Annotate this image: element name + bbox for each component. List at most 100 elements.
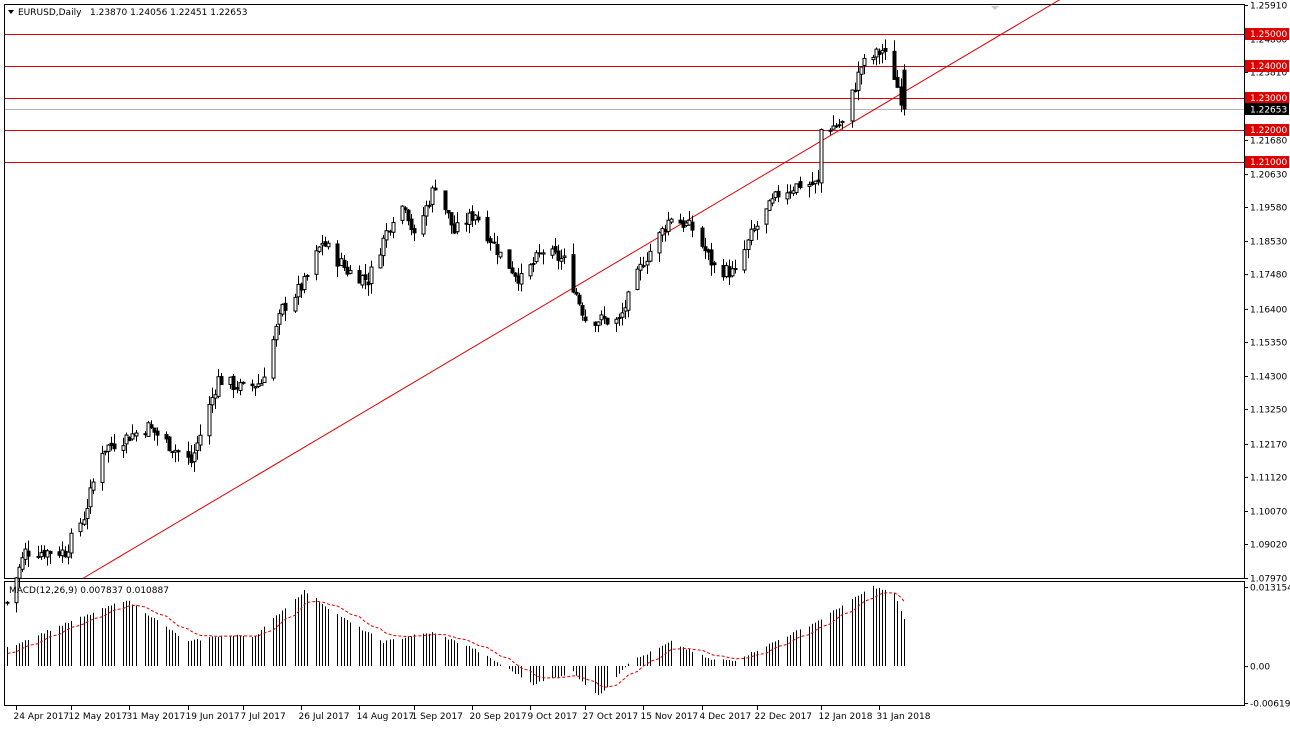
price-tick-label: 1.15350 bbox=[1250, 339, 1287, 349]
candle bbox=[283, 296, 288, 322]
candle bbox=[834, 123, 839, 129]
candle bbox=[776, 185, 781, 203]
candle bbox=[638, 256, 643, 281]
price-tick-label: 1.18530 bbox=[1250, 238, 1287, 248]
candle bbox=[541, 249, 546, 265]
candle bbox=[902, 64, 907, 116]
macd-panel[interactable] bbox=[4, 581, 1245, 706]
candle bbox=[91, 478, 96, 495]
candle bbox=[807, 181, 812, 198]
candle bbox=[207, 396, 212, 445]
macd-histogram bbox=[7, 585, 905, 696]
macd-axis: 0.013154 0.00 -0.00619 bbox=[1244, 584, 1290, 710]
candle bbox=[785, 184, 790, 205]
candle bbox=[195, 435, 200, 460]
candle bbox=[596, 321, 601, 333]
level-badge-label: 1.22000 bbox=[1250, 126, 1287, 136]
candle bbox=[430, 185, 435, 213]
time-tick-label: 27 Oct 2017 bbox=[583, 712, 639, 722]
candle bbox=[14, 576, 19, 613]
candle bbox=[335, 240, 340, 278]
candle bbox=[620, 302, 625, 326]
signal-line bbox=[7, 592, 905, 688]
price-tick-label: 1.23810 bbox=[1250, 69, 1287, 79]
candle bbox=[553, 238, 558, 255]
candle bbox=[495, 236, 500, 265]
candle bbox=[360, 274, 365, 289]
candle bbox=[485, 210, 490, 244]
candle bbox=[26, 540, 31, 567]
price-tick-label: 1.07970 bbox=[1250, 575, 1287, 585]
candle bbox=[342, 254, 347, 271]
candle bbox=[534, 250, 539, 264]
candle bbox=[277, 309, 282, 335]
price-tick-label: 1.25910 bbox=[1250, 2, 1287, 12]
candle bbox=[577, 292, 582, 306]
candle bbox=[571, 243, 576, 294]
candle bbox=[892, 40, 897, 80]
candle bbox=[666, 211, 671, 236]
candle bbox=[424, 200, 429, 226]
scroll-marker-icon[interactable] bbox=[991, 6, 999, 10]
price-tick-label: 1.16400 bbox=[1250, 306, 1287, 316]
level-badge bbox=[1245, 92, 1289, 104]
candle bbox=[883, 39, 888, 60]
candle bbox=[406, 209, 411, 226]
candle bbox=[305, 274, 310, 281]
candle bbox=[559, 249, 564, 270]
candle bbox=[455, 212, 460, 235]
candle bbox=[755, 220, 760, 240]
candle bbox=[574, 288, 579, 296]
candle bbox=[507, 249, 512, 269]
current-price-label: 1.22653 bbox=[1250, 106, 1287, 116]
level-badge bbox=[1245, 156, 1289, 168]
candle bbox=[253, 386, 258, 397]
candle bbox=[767, 199, 772, 211]
price-tick-label: 1.12170 bbox=[1250, 441, 1287, 451]
time-tick-label: 24 Apr 2017 bbox=[14, 712, 70, 722]
candle bbox=[895, 70, 900, 89]
price-tick-label: 1.21680 bbox=[1250, 137, 1287, 147]
candle bbox=[17, 564, 22, 588]
candle bbox=[513, 272, 518, 282]
level-badge-label: 1.23000 bbox=[1250, 94, 1287, 104]
candle bbox=[813, 180, 818, 194]
candle bbox=[840, 120, 845, 130]
time-axis: 24 Apr 2017 12 May 2017 31 May 2017 19 Jun … bbox=[14, 706, 931, 722]
macd-tick-label: 0.00 bbox=[1250, 663, 1270, 673]
candle bbox=[293, 293, 298, 313]
candle bbox=[381, 234, 386, 267]
candle bbox=[48, 550, 53, 564]
candle bbox=[580, 302, 585, 321]
candle bbox=[742, 240, 747, 274]
candle bbox=[794, 183, 799, 195]
macd-tick-label: 0.013154 bbox=[1250, 584, 1290, 594]
price-tick-label: 1.17480 bbox=[1250, 271, 1287, 281]
time-tick-label: 1 Sep 2017 bbox=[412, 712, 463, 722]
candle bbox=[583, 309, 588, 323]
candle bbox=[519, 263, 524, 292]
candle bbox=[363, 263, 368, 290]
candle bbox=[492, 232, 497, 245]
candle bbox=[764, 208, 769, 234]
price-panel[interactable] bbox=[4, 4, 1245, 579]
candle bbox=[537, 243, 542, 258]
candle bbox=[5, 601, 10, 606]
candle bbox=[562, 248, 567, 265]
price-tick-label: 1.13250 bbox=[1250, 406, 1287, 416]
dropdown-triangle-icon[interactable] bbox=[8, 10, 14, 14]
candle bbox=[167, 436, 172, 452]
candle bbox=[626, 290, 631, 318]
candle bbox=[192, 444, 197, 472]
price-tick-label: 1.14300 bbox=[1250, 373, 1287, 383]
candle bbox=[657, 231, 662, 263]
candle bbox=[274, 323, 279, 347]
candle bbox=[238, 378, 243, 396]
candle bbox=[617, 313, 622, 326]
candle bbox=[66, 544, 71, 565]
current-price-badge bbox=[1245, 103, 1289, 115]
candle bbox=[443, 190, 448, 215]
candle bbox=[216, 369, 221, 399]
candle bbox=[433, 179, 438, 191]
